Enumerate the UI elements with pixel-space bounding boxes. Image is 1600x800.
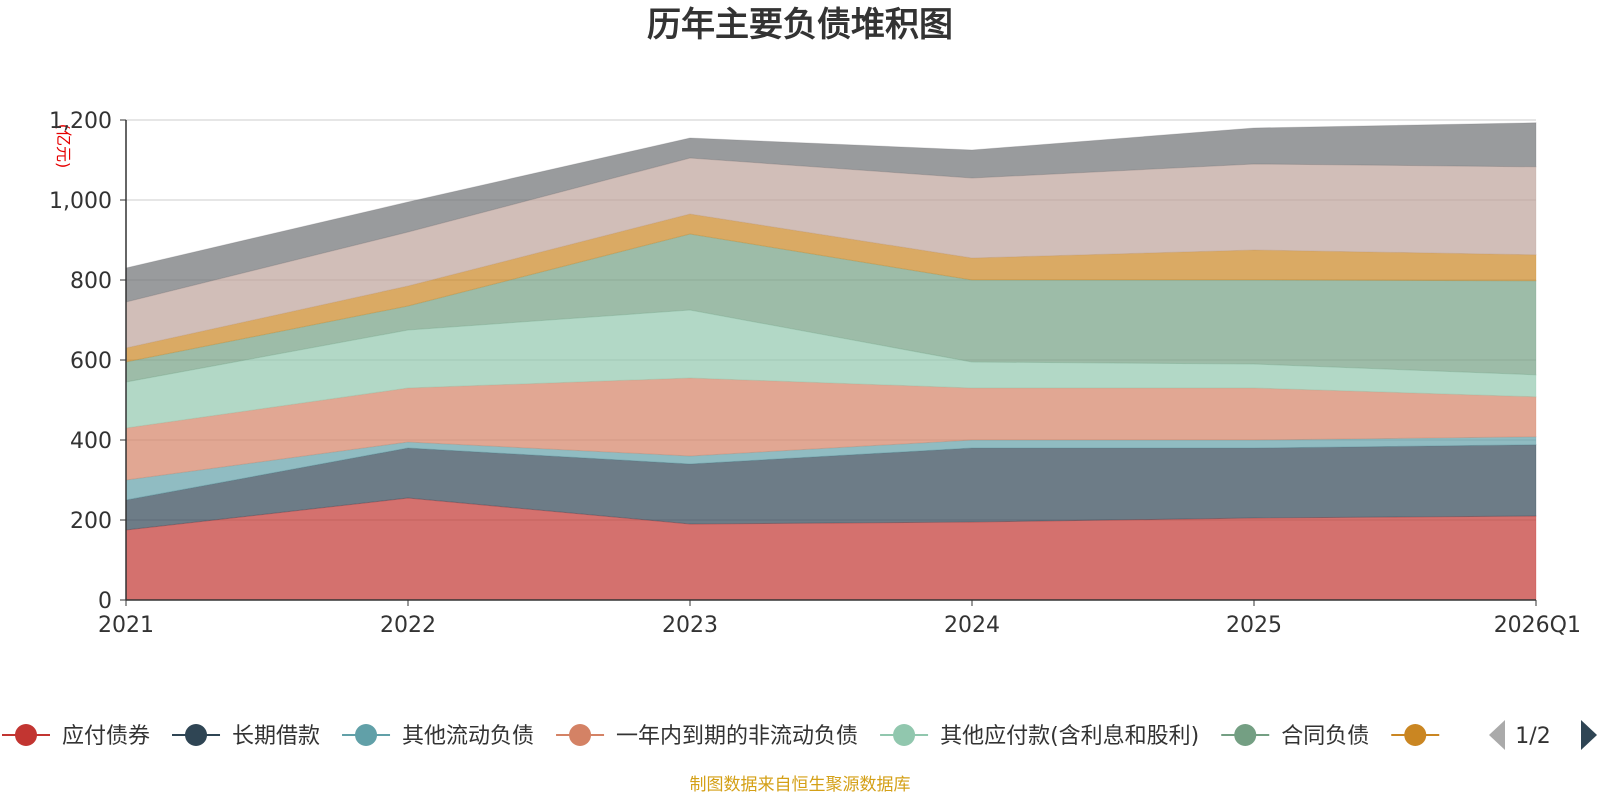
legend-next-page-icon[interactable] xyxy=(1581,720,1597,750)
legend-marker-icon xyxy=(355,724,378,746)
y-axis-unit-label: (亿元) xyxy=(54,124,73,169)
legend-label: 合同负债 xyxy=(1281,724,1369,749)
legend-item-一年内到期的非流动负债[interactable]: 一年内到期的非流动负债 xyxy=(556,724,858,749)
legend-item-长期借款[interactable]: 长期借款 xyxy=(172,724,320,749)
y-tick-label: 1,000 xyxy=(49,189,112,214)
x-tick-label: 2022 xyxy=(380,613,436,638)
area-series-group xyxy=(125,122,1537,601)
legend-page-indicator: 1/2 xyxy=(1515,724,1550,749)
legend-label: 其他应付款(含利息和股利) xyxy=(940,724,1199,749)
legend-label: 一年内到期的非流动负债 xyxy=(616,724,858,749)
x-tick-label: 2025 xyxy=(1226,613,1282,638)
legend-item-其他流动负债[interactable]: 其他流动负债 xyxy=(342,724,534,749)
x-tick-label: 2023 xyxy=(662,613,718,638)
legend-pager: 1/2 xyxy=(1489,720,1597,750)
area-series-短期借款 xyxy=(125,122,1537,303)
x-tick-label: 2024 xyxy=(944,613,1000,638)
legend-label: 其他流动负债 xyxy=(402,724,534,749)
axes: 0 200 400 600 800 1,000 1,200 2021 2022 2023 2024 2… xyxy=(49,109,1581,638)
legend-marker-icon xyxy=(1234,724,1257,746)
y-tick-label: 600 xyxy=(70,349,112,374)
y-tick-label: 200 xyxy=(70,509,112,534)
legend-item-合同负债[interactable]: 合同负债 xyxy=(1221,724,1369,749)
legend-marker-icon xyxy=(1404,724,1427,746)
legend-item-truncated[interactable] xyxy=(1391,724,1440,746)
x-tick-label: 2026Q1 xyxy=(1494,613,1581,638)
legend-label: 长期借款 xyxy=(232,724,320,749)
legend: 应付债券 长期借款 其他流动负债 一年内到期的非流动负债 其他应付款(含利息和股利) 合同… xyxy=(2,724,1440,749)
legend-item-其他应付款(含利息和股利)[interactable]: 其他应付款(含利息和股利) xyxy=(880,724,1199,749)
chart-title: 历年主要负债堆积图 xyxy=(647,5,953,45)
legend-marker-icon xyxy=(185,724,208,746)
legend-item-应付债券[interactable]: 应付债券 xyxy=(2,724,150,749)
legend-label: 应付债券 xyxy=(62,724,150,749)
legend-marker-icon xyxy=(569,724,592,746)
data-source-note: 制图数据来自恒生聚源数据库 xyxy=(690,775,911,795)
x-tick-label: 2021 xyxy=(98,613,154,638)
y-tick-label: 0 xyxy=(98,589,112,614)
y-tick-label: 400 xyxy=(70,429,112,454)
y-tick-label: 800 xyxy=(70,269,112,294)
legend-prev-page-icon[interactable] xyxy=(1489,720,1505,750)
legend-marker-icon xyxy=(893,724,916,746)
y-tick-label: 1,200 xyxy=(49,109,112,134)
legend-marker-icon xyxy=(15,724,37,746)
